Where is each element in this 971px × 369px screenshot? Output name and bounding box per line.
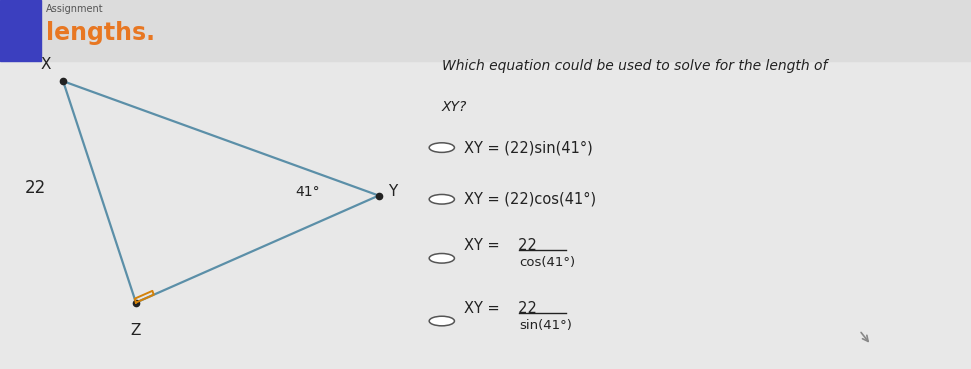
Text: lengths.: lengths. <box>46 21 154 45</box>
Text: XY =    22: XY = 22 <box>464 238 537 253</box>
Text: Z: Z <box>131 323 141 338</box>
Text: 41°: 41° <box>296 185 320 199</box>
Bar <box>0 0 41 61</box>
Circle shape <box>429 194 454 204</box>
Text: Y: Y <box>388 184 398 199</box>
Text: XY?: XY? <box>442 100 467 114</box>
Circle shape <box>429 143 454 152</box>
Text: XY = (22)sin(41°): XY = (22)sin(41°) <box>464 140 593 155</box>
Text: Assignment: Assignment <box>46 4 103 14</box>
Text: 22: 22 <box>24 179 46 197</box>
Circle shape <box>429 254 454 263</box>
Bar <box>0 0 971 61</box>
Text: XY = (22)cos(41°): XY = (22)cos(41°) <box>464 192 596 207</box>
Text: XY =    22: XY = 22 <box>464 301 537 315</box>
Text: X: X <box>41 57 51 72</box>
Circle shape <box>429 316 454 326</box>
Text: cos(41°): cos(41°) <box>519 256 576 269</box>
Text: sin(41°): sin(41°) <box>519 319 572 332</box>
Text: Which equation could be used to solve for the length of: Which equation could be used to solve fo… <box>442 59 827 73</box>
